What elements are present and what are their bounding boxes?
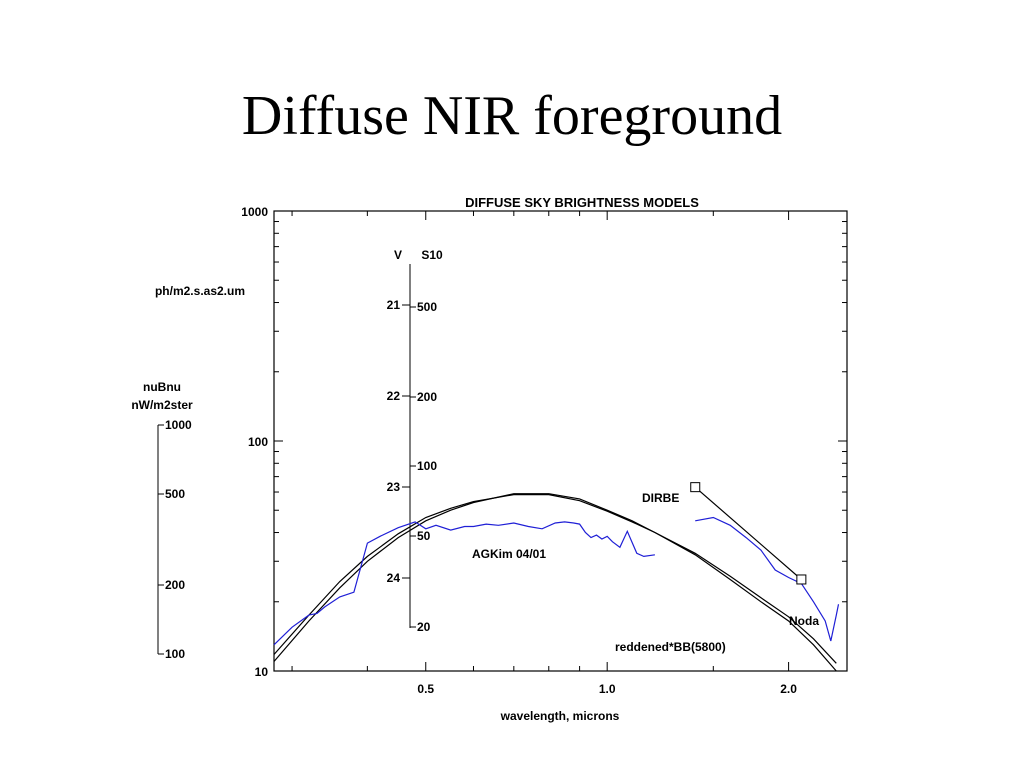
- nubnu-axis-label-2: nW/m2ster: [131, 398, 193, 412]
- s10-tick-200: 200: [417, 390, 437, 404]
- v-tick-22: 22: [387, 389, 401, 403]
- slide-title: Diffuse NIR foreground: [241, 85, 783, 147]
- series-layer: [273, 482, 840, 672]
- agkim-annotation: AGKim 04/01: [472, 547, 546, 561]
- v-tick-23: 23: [387, 480, 401, 494]
- s10-tick-500: 500: [417, 300, 437, 314]
- chart-title: DIFFUSE SKY BRIGHTNESS MODELS: [465, 195, 699, 210]
- v-tick-21: 21: [387, 298, 401, 312]
- nubnu-tick-200: 200: [165, 578, 185, 592]
- y-tick-label: 1000: [241, 205, 268, 219]
- v-s10-axis: V S10 21 22 23 24 500 200 100 50 20: [387, 248, 443, 634]
- y-tick-label: 10: [255, 665, 269, 679]
- series-line-2: [273, 521, 655, 646]
- dirbe-point: [690, 482, 701, 493]
- primary-y-axis: 10 100 1000: [241, 205, 847, 679]
- dirbe-annotation: DIRBE: [642, 491, 679, 505]
- x-axis: 0.5 1.0 2.0: [291, 211, 848, 696]
- v-tick-24: 24: [387, 571, 401, 585]
- nubnu-tick-1000: 1000: [165, 418, 192, 432]
- reddened-annotation: reddened*BB(5800): [615, 640, 726, 654]
- nubnu-axis-label-1: nuBnu: [143, 380, 181, 394]
- s10-tick-100: 100: [417, 459, 437, 473]
- x-tick-label: 2.0: [780, 682, 797, 696]
- nubnu-axis: 1000 500 200 100: [157, 418, 192, 661]
- y-tick-label: 100: [248, 435, 268, 449]
- series-line-4: [694, 486, 802, 580]
- dirbe-point: [796, 574, 807, 585]
- noda-annotation: Noda: [789, 614, 819, 628]
- x-tick-label: 1.0: [599, 682, 616, 696]
- s10-tick-20: 20: [417, 620, 431, 634]
- series-line-1: [273, 494, 837, 664]
- nubnu-tick-100: 100: [165, 647, 185, 661]
- series-line-3: [695, 516, 840, 642]
- series-line-0: [273, 493, 837, 672]
- v-axis-label: V: [394, 248, 402, 262]
- primary-y-axis-label: ph/m2.s.as2.um: [155, 284, 245, 298]
- x-tick-label: 0.5: [417, 682, 434, 696]
- nubnu-tick-500: 500: [165, 487, 185, 501]
- s10-axis-label: S10: [421, 248, 443, 262]
- s10-tick-50: 50: [417, 529, 431, 543]
- x-axis-label: wavelength, microns: [500, 709, 620, 723]
